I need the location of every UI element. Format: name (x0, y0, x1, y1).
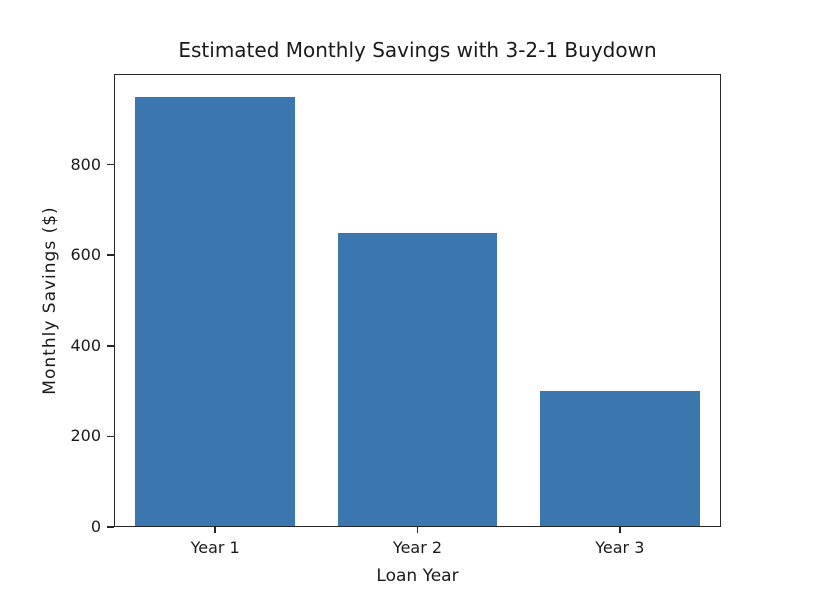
bar-year-1 (135, 96, 296, 527)
x-tick-mark (214, 527, 216, 533)
chart-title: Estimated Monthly Savings with 3-2-1 Buy… (178, 38, 657, 62)
bar-year-3 (539, 391, 700, 527)
x-tick-label: Year 1 (190, 538, 240, 557)
y-axis-label: Monthly Savings ($) (40, 206, 60, 395)
y-tick-label: 400 (70, 335, 101, 355)
y-tick-label: 800 (70, 154, 101, 174)
y-tick-mark (107, 345, 114, 347)
y-tick-label: 200 (70, 426, 101, 446)
x-tick-label: Year 3 (595, 538, 645, 557)
y-tick-mark (107, 163, 114, 166)
plot-frame (114, 74, 721, 527)
y-tick-mark (107, 435, 114, 438)
y-tick-mark (107, 254, 114, 256)
y-tick-label: 600 (70, 245, 101, 265)
x-tick-mark (619, 527, 621, 533)
y-tick-mark (107, 526, 114, 528)
x-axis-label: Loan Year (376, 566, 459, 586)
y-tick-label: 0 (90, 517, 101, 536)
bar-year-2 (337, 232, 498, 527)
x-tick-mark (416, 527, 419, 533)
x-tick-label: Year 2 (392, 538, 443, 557)
